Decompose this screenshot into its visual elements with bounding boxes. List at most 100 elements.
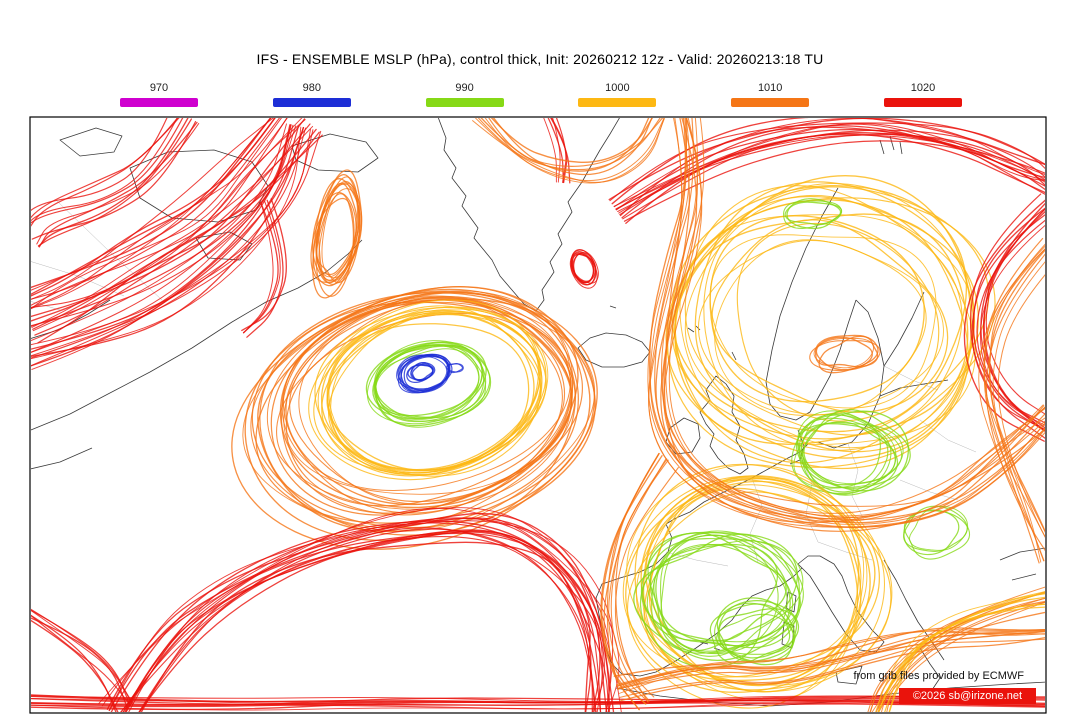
ensemble-contour bbox=[662, 118, 1045, 519]
ensemble-contour bbox=[903, 509, 960, 556]
ensemble-contour bbox=[31, 119, 306, 308]
legend-color-bar bbox=[425, 98, 504, 107]
map-frame bbox=[29, 116, 1047, 714]
legend-color-bar bbox=[272, 98, 351, 107]
ensemble-contour bbox=[646, 543, 788, 643]
ensemble-contour bbox=[694, 181, 975, 453]
ensemble-contour bbox=[365, 341, 487, 420]
ensemble-contour bbox=[797, 410, 903, 485]
ensemble-contour bbox=[797, 417, 889, 493]
legend-item: 970 bbox=[120, 82, 198, 107]
ensemble-contour bbox=[617, 628, 1045, 690]
contour-layer bbox=[31, 118, 1045, 712]
ensemble-contour bbox=[971, 214, 1045, 431]
ensemble-contour bbox=[372, 342, 484, 417]
ensemble-contour bbox=[615, 129, 1045, 211]
ensemble-contour bbox=[231, 291, 598, 550]
ensemble-contour bbox=[31, 118, 281, 300]
legend-color-bar bbox=[883, 98, 962, 107]
ensemble-contour bbox=[484, 118, 665, 181]
ensemble-contour bbox=[668, 118, 1045, 514]
legend-item-label: 990 bbox=[455, 82, 474, 94]
ensemble-contour bbox=[888, 606, 1045, 712]
ensemble-contour bbox=[980, 224, 1045, 426]
ensemble-contour bbox=[31, 118, 306, 318]
ensemble-contour bbox=[490, 118, 653, 164]
ensemble-contour bbox=[997, 274, 1045, 538]
legend-item: 980 bbox=[272, 82, 351, 107]
legend-item: 1010 bbox=[731, 82, 810, 107]
ensemble-contour bbox=[809, 340, 881, 371]
ensemble-contour bbox=[814, 334, 879, 368]
ensemble-contour bbox=[31, 118, 168, 212]
ensemble-contour bbox=[242, 201, 279, 334]
ensemble-contour bbox=[550, 118, 571, 184]
ensemble-contour bbox=[867, 592, 1045, 712]
ensemble-contour bbox=[243, 202, 274, 334]
ensemble-contour bbox=[615, 129, 1045, 211]
ensemble-contour bbox=[31, 125, 314, 328]
coast-norway bbox=[765, 187, 839, 421]
ensemble-contour bbox=[989, 243, 1045, 562]
ensemble-contour bbox=[619, 638, 1045, 698]
ensemble-contour bbox=[875, 591, 1045, 712]
ensemble-contour bbox=[31, 129, 314, 353]
ensemble-contour bbox=[813, 337, 874, 369]
ensemble-contour bbox=[244, 290, 596, 542]
ensemble-contour bbox=[31, 118, 180, 227]
ensemble-contour bbox=[31, 124, 292, 359]
ecmwf-credit: from grib files provided by ECMWF bbox=[853, 670, 1024, 682]
ensemble-contour bbox=[31, 124, 292, 327]
ensemble-contour bbox=[649, 118, 1045, 525]
ensemble-contour bbox=[32, 134, 323, 330]
ensemble-contour bbox=[570, 251, 595, 284]
coast-labrador bbox=[31, 239, 363, 431]
ensemble-contour bbox=[711, 219, 949, 413]
legend-item: 1000 bbox=[578, 82, 657, 107]
ensemble-contour bbox=[684, 194, 976, 449]
ensemble-contour bbox=[31, 126, 304, 358]
legend-color-bar bbox=[578, 98, 657, 107]
ensemble-contour bbox=[31, 118, 184, 224]
ensemble-contour bbox=[31, 120, 197, 240]
ensemble-contour bbox=[31, 126, 302, 360]
ensemble-contour bbox=[321, 188, 360, 279]
ensemble-contour bbox=[547, 118, 564, 184]
ensemble-contour bbox=[407, 364, 434, 381]
ensemble-contour bbox=[886, 601, 1045, 712]
ensemble-contour bbox=[31, 125, 300, 350]
ensemble-contour bbox=[31, 123, 287, 342]
ensemble-contour bbox=[312, 178, 361, 299]
legend-item-label: 980 bbox=[302, 82, 321, 94]
map-background bbox=[30, 117, 1046, 713]
legend-item-label: 1000 bbox=[605, 82, 630, 94]
ensemble-contour bbox=[281, 301, 571, 492]
ensemble-contour bbox=[120, 530, 603, 712]
ensemble-contour bbox=[374, 344, 480, 420]
ensemble-contour bbox=[31, 614, 132, 706]
ensemble-contour bbox=[635, 484, 893, 693]
ensemble-contour bbox=[251, 292, 596, 529]
ensemble-contour bbox=[32, 118, 303, 332]
ensemble-contour bbox=[665, 195, 979, 470]
ensemble-contour bbox=[880, 597, 1045, 712]
ensemble-contour bbox=[992, 261, 1045, 533]
ensemble-contour bbox=[492, 118, 653, 176]
ensemble-contour bbox=[983, 248, 1045, 538]
ensemble-contour bbox=[31, 694, 1045, 706]
ensemble-contour bbox=[613, 118, 1045, 208]
ensemble-contour bbox=[983, 248, 1045, 563]
ensemble-contour bbox=[397, 354, 451, 391]
ensemble-contour bbox=[655, 118, 1045, 524]
ensemble-contour bbox=[326, 311, 547, 472]
coast-italy bbox=[797, 555, 885, 653]
legend: 970 980 990 1000 1010 1020 bbox=[120, 82, 962, 107]
ensemble-contour bbox=[647, 531, 798, 652]
ensemble-contour bbox=[38, 121, 198, 248]
ensemble-contour bbox=[410, 362, 436, 381]
ensemble-contour bbox=[783, 200, 842, 229]
ensemble-contour bbox=[375, 344, 480, 419]
ensemble-contour bbox=[242, 200, 281, 334]
ensemble-contour bbox=[298, 296, 572, 505]
